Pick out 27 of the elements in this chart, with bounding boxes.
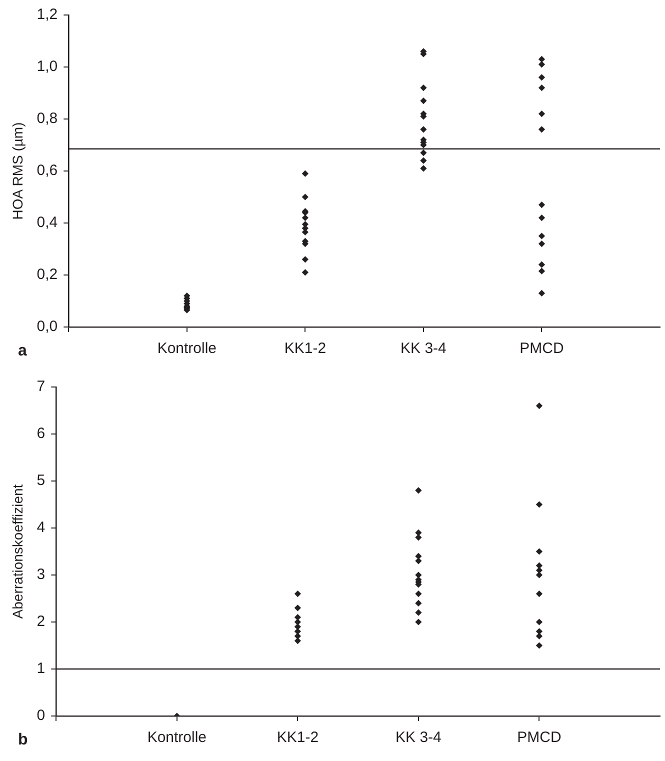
y-axis-title: Aberrationskoeffizient bbox=[9, 484, 26, 619]
x-tick-label: Kontrolle bbox=[157, 340, 217, 358]
y-tick-label: 1 bbox=[36, 660, 46, 678]
x-tick-label: KK1-2 bbox=[276, 729, 319, 746]
y-tick-label: 4 bbox=[36, 519, 46, 536]
x-tick-label: KK1-2 bbox=[284, 340, 326, 358]
y-tick-label: 0,2 bbox=[36, 266, 58, 284]
y-tick-label: 2 bbox=[36, 613, 46, 630]
x-tick-label: KK 3-4 bbox=[400, 340, 446, 358]
y-tick-label: 0,0 bbox=[36, 318, 58, 336]
y-tick-label: 5 bbox=[36, 472, 46, 490]
x-tick-label: PMCD bbox=[520, 340, 564, 358]
y-tick-label: 6 bbox=[36, 425, 46, 442]
y-tick-label: 3 bbox=[36, 566, 46, 584]
y-tick-label: 0,6 bbox=[36, 162, 58, 180]
x-tick-label: Kontrolle bbox=[147, 729, 207, 746]
y-tick-label: 0,8 bbox=[36, 110, 58, 128]
y-tick-label: 1,0 bbox=[36, 58, 58, 76]
y-tick-label: 1,2 bbox=[36, 6, 58, 24]
text: a bbox=[18, 342, 27, 360]
x-tick-label: KK 3-4 bbox=[396, 729, 442, 746]
y-axis-title: HOA RMS (µm) bbox=[9, 122, 26, 220]
y-tick-label: 0,4 bbox=[36, 214, 58, 232]
y-tick-label: 0 bbox=[36, 707, 46, 724]
y-tick-label: 7 bbox=[36, 378, 46, 396]
x-tick-label: PMCD bbox=[517, 729, 562, 746]
text: b bbox=[18, 731, 28, 748]
